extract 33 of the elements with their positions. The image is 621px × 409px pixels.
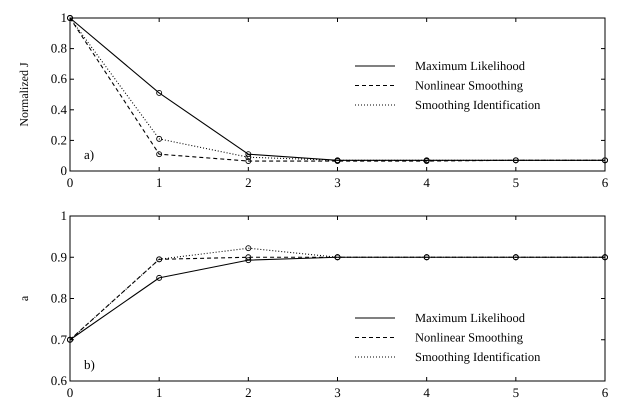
legend-label: Maximum Likelihood (415, 311, 526, 325)
annotation: b) (84, 357, 95, 372)
x-tick-label: 6 (602, 385, 609, 400)
y-tick-label: 0.6 (50, 71, 68, 86)
y-tick-label: 0.7 (50, 332, 68, 347)
x-tick-label: 2 (245, 385, 252, 400)
x-tick-label: 6 (602, 175, 609, 190)
x-tick-label: 3 (334, 175, 341, 190)
x-tick-label: 5 (512, 385, 520, 400)
y-tick-label: 0 (60, 163, 67, 178)
legend-label: Smoothing Identification (415, 98, 542, 112)
y-tick-label: 0.4 (50, 102, 68, 117)
x-tick-label: 2 (245, 175, 252, 190)
y-tick-label: 0.2 (50, 132, 67, 148)
x-tick-label: 3 (334, 385, 341, 400)
legend-label: Nonlinear Smoothing (415, 78, 524, 92)
y-tick-label: 0.6 (50, 373, 68, 388)
y-tick-label: 1 (60, 208, 67, 223)
y-axis-title: Normalized J (17, 62, 31, 127)
annotation: a) (84, 147, 94, 162)
x-tick-label: 4 (423, 175, 430, 190)
x-tick-label: 4 (423, 385, 430, 400)
legend-label: Smoothing Identification (415, 350, 542, 364)
y-axis-title: a (17, 295, 31, 302)
y-tick-label: 0.8 (50, 40, 67, 56)
x-tick-label: 5 (512, 175, 520, 190)
y-tick-label: 1 (60, 10, 67, 25)
y-tick-label: 0.9 (50, 249, 67, 264)
x-tick-label: 1 (156, 175, 162, 190)
legend-label: Maximum Likelihood (415, 59, 526, 73)
x-tick-label: 1 (156, 385, 162, 400)
legend-label: Nonlinear Smoothing (415, 330, 524, 344)
y-tick-label: 0.8 (50, 290, 67, 306)
